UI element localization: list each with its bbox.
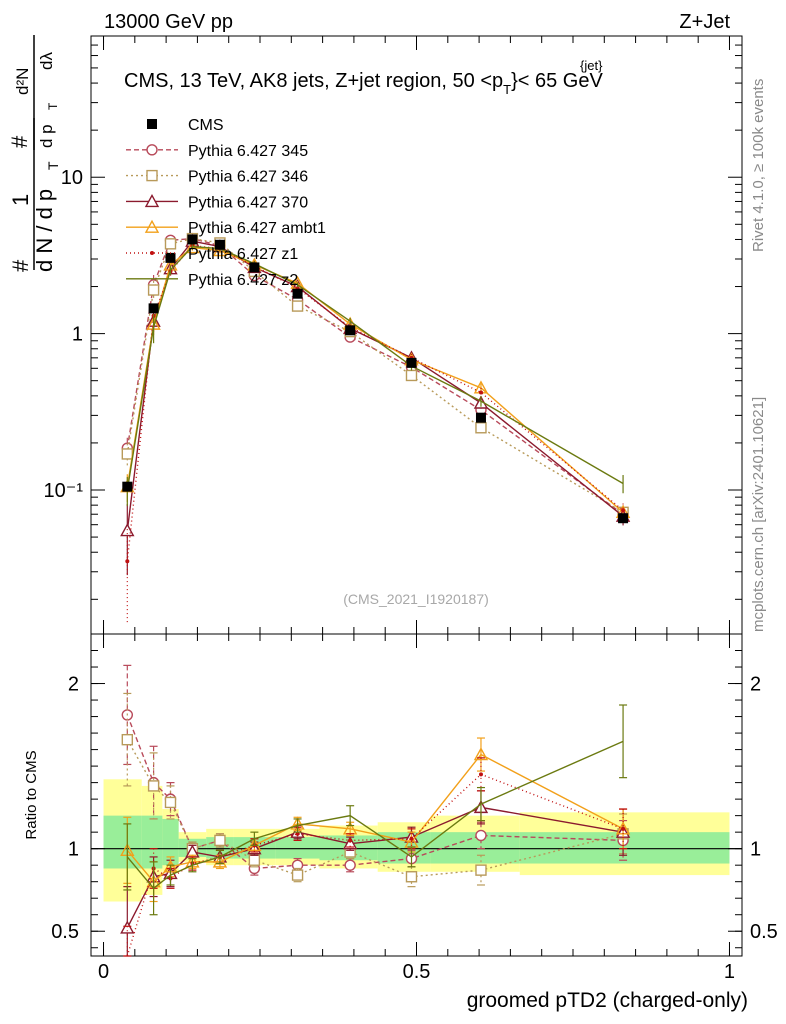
legend: CMS Pythia 6.427 345 Pythia 6.427 346 Pythi… [126, 117, 326, 289]
ratio-series-marker-0 [344, 859, 356, 871]
legend-marker-1 [146, 169, 158, 182]
ratio-series-marker-2 [120, 920, 135, 934]
ratio-series-marker-1 [405, 871, 418, 883]
chart-title-main: CMS, 13 TeV, AK8 jets, Z+jet region, 50 … [124, 70, 503, 92]
legend-label-4: Pythia 6.427 z1 [188, 246, 298, 263]
cms-data-point [292, 288, 303, 299]
ratio-series-marker-1 [121, 733, 134, 746]
y-tick-label: 1 [72, 324, 83, 346]
legend-label-3: Pythia 6.427 ambt1 [188, 220, 326, 237]
x-tick-label: 0.5 [403, 961, 431, 983]
cms-data-point [122, 481, 133, 492]
band-inner-2 [162, 818, 179, 866]
main-series-marker-4 [125, 559, 130, 564]
ylabel-hash: # [8, 259, 33, 272]
ratio-series-marker-1 [248, 854, 261, 866]
ylabel-dl: dλ [37, 52, 56, 70]
ratio-tick-label-left: 2 [68, 674, 79, 696]
ratio-series-marker-2 [342, 836, 358, 850]
cms-data-point [148, 303, 159, 314]
legend-marker-cms [147, 119, 157, 129]
ratio-series-marker-1 [214, 834, 226, 847]
legend-marker-3 [144, 219, 160, 233]
ratio-series-line-0 [126, 714, 624, 870]
ratio-tick-label-right: 0.5 [750, 921, 778, 943]
legend-label-2: Pythia 6.427 370 [188, 194, 308, 211]
main-series-marker-4 [478, 390, 483, 395]
ratio-series-marker-3 [212, 854, 228, 868]
cms-data-point [406, 357, 417, 368]
legend-label-1: Pythia 6.427 346 [188, 169, 308, 186]
band-inner-6 [275, 837, 320, 859]
main-series-line-4 [126, 244, 624, 562]
cms-data-point [618, 513, 629, 524]
ylabel-tsub: T [45, 161, 61, 170]
cms-data-point [249, 262, 260, 273]
ylabel-d2n: d²N [13, 68, 32, 95]
x-tick-label: 1 [724, 961, 735, 983]
ratio-series-marker-3 [473, 747, 489, 761]
ratio-series-marker-0 [475, 829, 487, 842]
y-tick-label: 10⁻¹ [44, 480, 84, 502]
axis-ticks: 0 0.5 1 10⁻¹ 1 10 0.5 0.5 1 1 2 2 [44, 35, 778, 983]
ratio-series-marker-4 [409, 836, 414, 841]
ratio-panel-frame [90, 633, 743, 957]
ratio-series-marker-1 [291, 869, 304, 881]
main-series-layer [120, 232, 631, 625]
ratio-series-marker-1 [147, 780, 160, 792]
analysis-watermark: (CMS_2021_I1920187) [343, 591, 489, 607]
legend-label-0: Pythia 6.427 345 [188, 143, 308, 160]
y-tick-label: 10 [61, 167, 83, 189]
mcplots-label: mcplots.cern.ch [arXiv:2401.10621] [750, 397, 767, 632]
ylabel-hash2: # [7, 135, 32, 148]
ratio-y-label: Ratio to CMS [23, 750, 40, 839]
ratio-series-layer [120, 664, 631, 957]
chart-title-sup: {jet} [580, 58, 603, 73]
ylabel-dn: d N / d p [32, 189, 57, 272]
ratio-series-marker-4 [348, 838, 353, 843]
band-inner-1 [141, 815, 163, 869]
legend-marker-2 [144, 193, 160, 208]
cms-data-point [475, 412, 486, 423]
rivet-label: Rivet 4.1.0, ≥ 100k events [750, 79, 767, 252]
ratio-series-marker-1 [475, 864, 487, 876]
x-axis-label: groomed pTD2 (charged-only) [467, 989, 748, 1012]
legend-marker-4 [150, 251, 154, 255]
ratio-series-marker-1 [164, 796, 177, 809]
ratio-tick-label-right: 2 [750, 674, 761, 696]
ratio-series-line-4 [126, 773, 624, 957]
main-series-marker-1 [147, 284, 160, 296]
ratio-series-marker-4 [295, 831, 300, 836]
main-series-marker-1 [164, 238, 177, 250]
cms-data-point [345, 325, 356, 336]
x-tick-label: 0 [98, 961, 109, 983]
ratio-tick-label-right: 1 [750, 839, 761, 861]
chart-title-sub: T [503, 82, 511, 97]
main-series-marker-1 [405, 369, 418, 382]
cms-data-point [187, 234, 198, 245]
main-series-marker-1 [121, 448, 134, 460]
legend-label-cms: CMS [188, 117, 224, 134]
cms-data-point [214, 239, 225, 250]
chart-title-end: }< 65 GeV [511, 70, 603, 92]
cms-data-point [165, 252, 176, 263]
ylabel-tsub2: T [46, 102, 60, 110]
chart-title: CMS, 13 TeV, AK8 jets, Z+jet region, 50 … [124, 70, 603, 97]
ratio-tick-label-left: 1 [68, 839, 79, 861]
ylabel-one: 1 [8, 194, 33, 206]
legend-marker-0 [146, 144, 158, 156]
main-series-marker-4 [621, 508, 626, 513]
reference-points [122, 234, 629, 524]
y-axis-label: # 1 d N / d p T # d²N d p T dλ [7, 35, 61, 272]
ratio-series-marker-4 [478, 772, 483, 777]
ylabel-dpt: d p [37, 124, 56, 148]
header-right: Z+Jet [679, 11, 730, 33]
ratio-tick-label-left: 0.5 [51, 921, 79, 943]
ratio-series-marker-4 [621, 826, 626, 831]
main-series-marker-1 [475, 422, 487, 434]
header-left: 13000 GeV pp [104, 11, 233, 33]
legend-label-5: Pythia 6.427 z2 [188, 272, 298, 289]
main-series-marker-1 [291, 300, 304, 312]
